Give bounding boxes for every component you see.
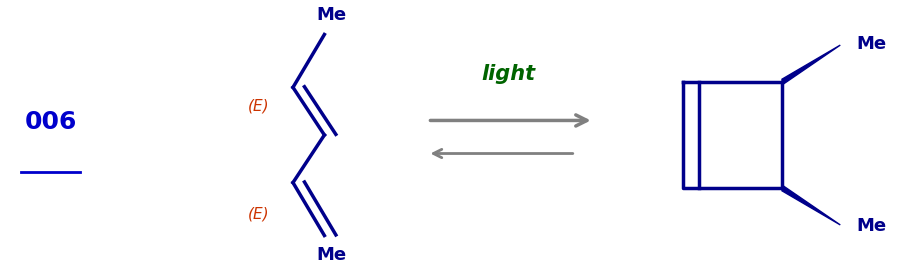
Text: 006: 006 <box>24 110 77 134</box>
Text: (E): (E) <box>248 98 270 113</box>
Polygon shape <box>782 185 841 225</box>
Text: Me: Me <box>317 6 346 24</box>
Text: light: light <box>482 64 536 84</box>
Text: Me: Me <box>317 246 346 264</box>
Text: Me: Me <box>857 35 886 53</box>
Text: Me: Me <box>857 217 886 235</box>
Text: (E): (E) <box>248 207 270 222</box>
Polygon shape <box>782 45 841 85</box>
